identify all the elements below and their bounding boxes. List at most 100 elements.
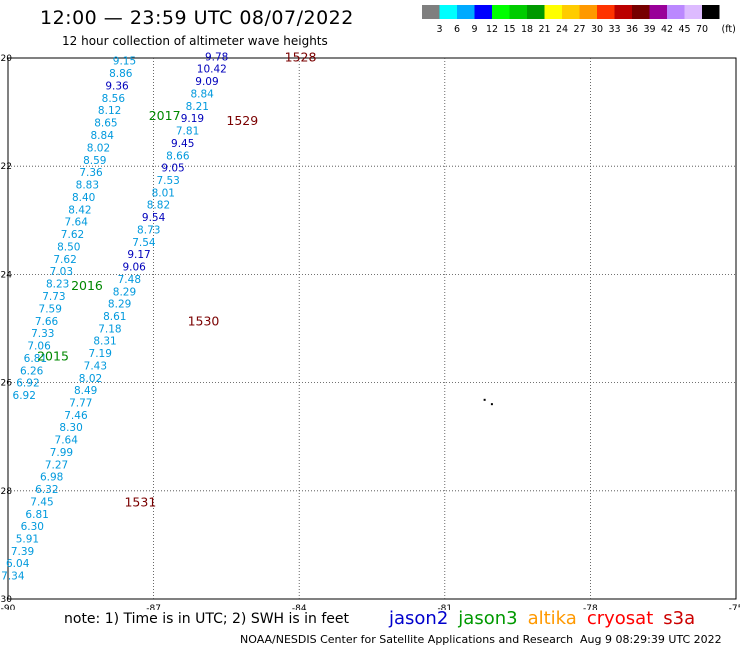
- legend-tick-label: 3: [436, 24, 442, 35]
- longitude-label: -84: [292, 604, 307, 610]
- pass-number-label: 1530: [188, 313, 220, 328]
- wave-height-value: 6.98: [40, 472, 63, 484]
- legend-swatch: [597, 5, 615, 19]
- legend-tick-label: 18: [521, 24, 533, 35]
- wave-height-value: 7.18: [98, 323, 121, 335]
- mission-label: s3a: [663, 608, 696, 629]
- wave-height-value: 9.45: [171, 138, 194, 150]
- wave-height-value: 8.02: [87, 142, 110, 154]
- longitude-label: -75: [729, 604, 740, 610]
- wave-height-value: 8.30: [59, 422, 82, 434]
- wave-height-value: 8.12: [98, 105, 121, 117]
- longitude-label: -78: [583, 604, 598, 610]
- legend-swatch: [509, 5, 527, 19]
- legend-tick-label: 30: [591, 24, 603, 35]
- pass-number-label: 2015: [37, 349, 69, 364]
- wave-height-value: 7.48: [118, 274, 141, 286]
- wave-height-map: -90 -87 -84 -81 -78 -75 -20 -22 -24 -26 -28 -30 9.78…: [0, 49, 740, 610]
- wave-height-value: 7.27: [45, 459, 68, 471]
- legend-tick-label: 36: [626, 24, 638, 35]
- wave-height-value: 8.61: [103, 311, 126, 323]
- legend-swatch: [702, 5, 720, 19]
- wave-height-value: 7.64: [65, 217, 89, 229]
- legend-swatch: [579, 5, 597, 19]
- wave-height-value: 7.19: [89, 348, 112, 360]
- wave-height-value: 8.23: [46, 279, 69, 291]
- mission-label: jason3: [458, 608, 518, 629]
- wave-height-value: 8.86: [109, 68, 133, 80]
- map-subtitle: 12 hour collection of altimeter wave hei…: [62, 34, 328, 48]
- wave-height-value: 7.34: [1, 571, 25, 583]
- wave-height-value: 6.81: [24, 353, 47, 365]
- legend-swatch: [614, 5, 632, 19]
- wave-height-value: 9.19: [181, 113, 204, 125]
- legend-tick-label: 42: [661, 24, 673, 35]
- legend-tick-label: 9: [471, 24, 477, 35]
- latitude-label: -28: [0, 487, 12, 497]
- wave-height-value: 7.62: [53, 254, 76, 266]
- wave-height-value: 7.06: [27, 341, 51, 353]
- footer-timestamp: Aug 9 08:29:39 UTC 2022: [580, 633, 722, 646]
- wave-height-value: 6.26: [20, 365, 44, 377]
- legend-unit: (ft): [722, 24, 736, 35]
- mission-legend: jason2 jason3 altika cryosat s3a: [389, 608, 705, 629]
- wave-height-value: 7.54: [132, 237, 156, 249]
- legend-swatch: [544, 5, 562, 19]
- wave-height-value: 9.06: [122, 262, 146, 274]
- wave-height-value: 8.66: [166, 150, 190, 162]
- pass-number-label: 1531: [124, 495, 156, 510]
- legend-swatch: [457, 5, 475, 19]
- map-frame: [7, 57, 737, 600]
- longitude-label: -90: [1, 604, 16, 610]
- wave-height-value: 5.91: [16, 533, 39, 545]
- wave-height-value: 7.64: [55, 435, 79, 447]
- wave-height-value: 8.31: [93, 336, 116, 348]
- color-scale-legend: 3 6 9 12 15 18 21 24 27 30 33 36 39 42 45 70 (ft): [422, 5, 736, 35]
- legend-swatch: [474, 5, 492, 19]
- wave-height-value: 7.45: [30, 496, 53, 508]
- legend-tick-label: 21: [538, 24, 550, 35]
- wave-height-value: 8.50: [57, 241, 80, 253]
- legend-swatch: [667, 5, 685, 19]
- wave-height-value: 7.46: [64, 410, 88, 422]
- wave-height-value: 7.99: [50, 447, 73, 459]
- wave-height-value: 7.66: [35, 316, 59, 328]
- wave-height-value: 6.81: [25, 509, 48, 521]
- wave-height-value: 9.09: [195, 76, 218, 88]
- wave-height-value: 7.59: [39, 303, 62, 315]
- legend-tick-label: 15: [503, 24, 515, 35]
- altimeter-track: 9.158.869.368.568.128.658.848.028.597.36…: [13, 56, 137, 402]
- legend-swatch: [562, 5, 580, 19]
- wave-height-value: 9.15: [113, 56, 136, 68]
- wave-height-value: 10.42: [197, 64, 227, 76]
- wave-height-value: 8.73: [137, 224, 160, 236]
- wave-height-value: 9.05: [161, 163, 184, 175]
- mission-label: cryosat: [586, 608, 654, 629]
- map-title: 12:00 — 23:59 UTC 08/07/2022: [40, 7, 354, 29]
- wave-height-value: 6.32: [35, 484, 58, 496]
- altimeter-track: 9.7810.429.098.848.219.197.819.458.669.0…: [1, 51, 228, 582]
- wave-height-value: 8.29: [108, 299, 131, 311]
- latitude-label: -20: [0, 54, 12, 64]
- wave-height-value: 8.49: [74, 385, 97, 397]
- footer-note: note: 1) Time is in UTC; 2) SWH is in fe…: [64, 611, 350, 627]
- wave-height-value: 7.33: [31, 328, 54, 340]
- wave-height-value: 8.56: [102, 93, 126, 105]
- wave-height-value: 8.40: [72, 192, 95, 204]
- wave-height-value: 7.39: [11, 546, 34, 558]
- wave-height-value: 9.78: [205, 51, 228, 63]
- latitude-label: -24: [0, 270, 12, 280]
- latitude-label: -30: [0, 595, 12, 605]
- wave-height-value: 8.59: [83, 155, 106, 167]
- wave-height-value: 8.21: [186, 101, 209, 113]
- island-mark: [490, 403, 493, 406]
- graticule: [8, 58, 736, 599]
- wave-height-value: 8.84: [91, 130, 115, 142]
- legend-swatch: [439, 5, 457, 19]
- pass-number-label: 2017: [149, 108, 181, 123]
- footer-credit: NOAA/NESDIS Center for Satellite Applica…: [240, 633, 574, 646]
- legend-tick-label: 27: [573, 24, 585, 35]
- wave-height-value: 8.82: [147, 200, 170, 212]
- legend-swatch: [422, 5, 440, 19]
- legend-tick-label: 45: [678, 24, 690, 35]
